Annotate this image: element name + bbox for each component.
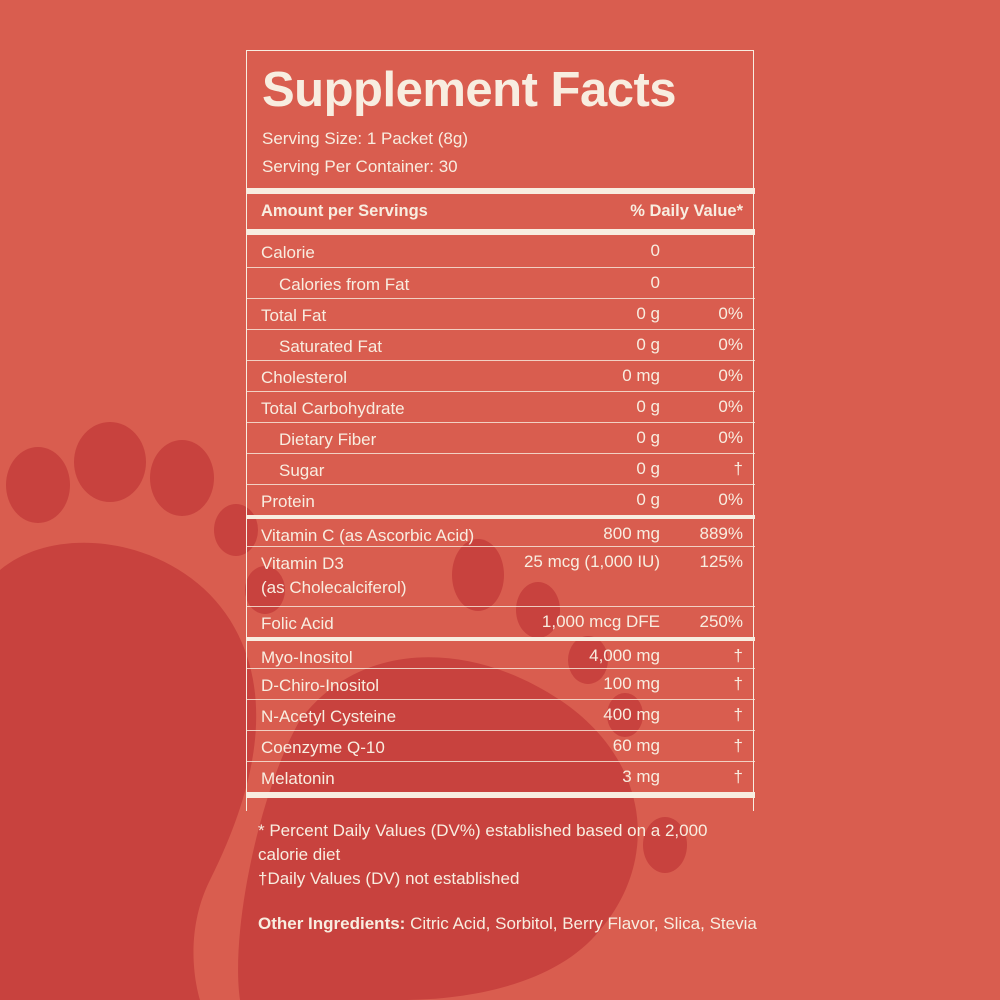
nutrient-row: Myo-Inositol 4,000 mg † xyxy=(246,637,755,668)
nutrient-row: Cholesterol 0 mg 0% xyxy=(246,360,755,391)
nutrient-amount: 0 g xyxy=(636,335,660,354)
nutrient-daily-value: 0% xyxy=(718,428,743,447)
nutrient-name: Calorie xyxy=(261,243,315,262)
nutrient-name: Total Carbohydrate xyxy=(261,399,405,418)
nutrient-amount: 0 g xyxy=(636,304,660,323)
nutrient-name: Vitamin C (as Ascorbic Acid) xyxy=(261,526,475,545)
nutrient-daily-value: 125% xyxy=(699,552,743,571)
other-ingredients-text: Citric Acid, Sorbitol, Berry Flavor, Sli… xyxy=(410,914,757,933)
nutrient-daily-value: 0% xyxy=(718,304,743,323)
thick-rule xyxy=(246,229,755,235)
nutrient-amount: 100 mg xyxy=(603,674,660,693)
nutrient-daily-value: † xyxy=(733,674,743,693)
title: Supplement Facts xyxy=(262,63,677,117)
nutrient-daily-value: † xyxy=(733,646,743,665)
nutrient-amount: 60 mg xyxy=(612,736,660,755)
nutrient-row: Protein 0 g 0% xyxy=(246,484,755,515)
nutrient-name: Protein xyxy=(261,492,315,511)
header-daily-value: % Daily Value* xyxy=(630,202,743,220)
nutrient-name: D-Chiro-Inositol xyxy=(261,676,380,695)
nutrient-daily-value: 0% xyxy=(718,366,743,385)
nutrient-amount: 3 mg xyxy=(622,767,660,786)
nutrient-row: Calories from Fat 0 xyxy=(246,267,755,298)
nutrient-daily-value: 889% xyxy=(699,524,743,543)
nutrient-amount: 400 mg xyxy=(603,705,660,724)
thick-rule xyxy=(246,792,755,798)
nutrient-row: Vitamin C (as Ascorbic Acid) 800 mg 889% xyxy=(246,515,755,546)
nutrient-name: Coenzyme Q-10 xyxy=(261,738,385,757)
nutrient-row: Total Carbohydrate 0 g 0% xyxy=(246,391,755,422)
nutrient-row: Sugar 0 g † xyxy=(246,453,755,484)
nutrient-name: Calories from Fat xyxy=(279,275,410,294)
nutrient-row: Melatonin 3 mg † xyxy=(246,761,755,792)
nutrient-amount: 800 mg xyxy=(603,524,660,543)
nutrient-amount: 0 g xyxy=(636,397,660,416)
nutrient-row: Vitamin D3 (as Cholecalciferol) 25 mcg (1,… xyxy=(246,546,755,606)
nutrient-name-line: (as Cholecalciferol) xyxy=(261,578,407,597)
nutrient-row: Coenzyme Q-10 60 mg † xyxy=(246,730,755,761)
nutrient-daily-value: 0% xyxy=(718,490,743,509)
nutrient-daily-value: 250% xyxy=(699,612,743,631)
nutrient-name: Saturated Fat xyxy=(279,337,383,356)
serving-size: Serving Size: 1 Packet (8g) xyxy=(262,129,468,148)
nutrient-amount: 0 g xyxy=(636,428,660,447)
nutrient-daily-value: † xyxy=(733,705,743,724)
nutrient-amount: 25 mcg (1,000 IU) xyxy=(523,552,660,571)
nutrient-name: Folic Acid xyxy=(261,614,334,633)
nutrient-daily-value: 0% xyxy=(718,335,743,354)
footnote: †Daily Values (DV) not established xyxy=(258,869,520,888)
nutrient-amount: 4,000 mg xyxy=(589,646,660,665)
nutrient-row: D-Chiro-Inositol 100 mg † xyxy=(246,668,755,699)
nutrient-table: Calorie 0 Calories from Fat 0 Total Fat 0 g 0%… xyxy=(246,236,755,792)
nutrient-amount: 0 g xyxy=(636,490,660,509)
nutrient-daily-value: † xyxy=(733,767,743,786)
nutrient-amount: 0 g xyxy=(636,459,660,478)
nutrient-name: Cholesterol xyxy=(261,368,347,387)
nutrient-row: Dietary Fiber 0 g 0% xyxy=(246,422,755,453)
other-ingredients: Other Ingredients: Citric Acid, Sorbitol… xyxy=(258,912,758,936)
nutrient-row: N-Acetyl Cysteine 400 mg † xyxy=(246,699,755,730)
nutrient-name-line: Vitamin D3 xyxy=(261,554,344,573)
nutrient-name: Dietary Fiber xyxy=(279,430,377,449)
nutrient-amount: 1,000 mcg DFE xyxy=(541,612,660,631)
nutrient-name: Total Fat xyxy=(261,306,327,325)
label-border xyxy=(246,50,754,811)
nutrient-name: Vitamin D3 (as Cholecalciferol) xyxy=(261,552,407,600)
nutrient-row: Total Fat 0 g 0% xyxy=(246,298,755,329)
nutrient-daily-value: 0% xyxy=(718,397,743,416)
nutrient-daily-value: † xyxy=(733,736,743,755)
servings-per-container: Serving Per Container: 30 xyxy=(262,157,458,176)
table-header: Amount per Servings % Daily Value* xyxy=(246,194,755,229)
nutrient-daily-value: † xyxy=(733,459,743,478)
other-ingredients-label: Other Ingredients: xyxy=(258,914,406,933)
nutrient-name: Melatonin xyxy=(261,769,335,788)
footnote: * Percent Daily Values (DV%) established… xyxy=(258,821,708,864)
header-amount: Amount per Servings xyxy=(261,202,428,220)
nutrient-row: Calorie 0 xyxy=(246,236,755,267)
nutrient-amount: 0 mg xyxy=(622,366,660,385)
nutrient-amount: 0 xyxy=(650,241,660,260)
nutrient-name: Sugar xyxy=(279,461,325,480)
nutrient-amount: 0 xyxy=(650,273,660,292)
nutrient-row: Saturated Fat 0 g 0% xyxy=(246,329,755,360)
nutrient-row: Folic Acid 1,000 mcg DFE 250% xyxy=(246,606,755,637)
thick-rule xyxy=(246,188,755,194)
nutrient-name: N-Acetyl Cysteine xyxy=(261,707,397,726)
nutrient-name: Myo-Inositol xyxy=(261,648,353,667)
